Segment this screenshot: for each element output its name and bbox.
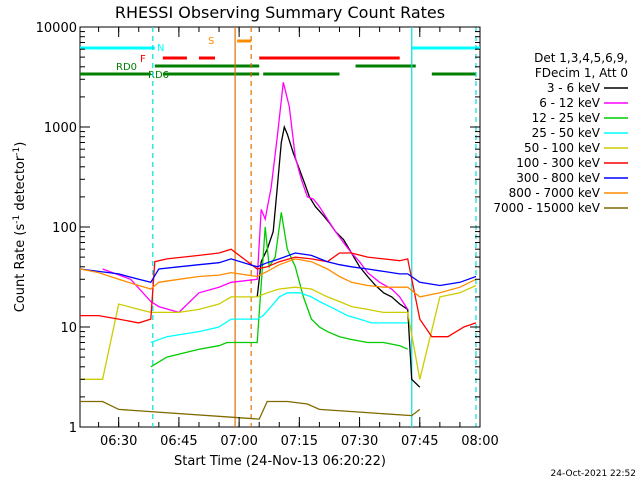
y-axis-label-main: Count Rate (s: [13, 224, 28, 313]
flag-label-s: S: [208, 36, 214, 47]
legend-item-label: 7000 - 15000 keV: [493, 201, 600, 215]
series-line: [102, 82, 409, 314]
legend-header-1: Det 1,3,4,5,6,9,: [534, 51, 628, 65]
y-axis-label-exp: -1: [12, 215, 22, 224]
vlines-layer: [152, 27, 477, 427]
series-line: [150, 292, 408, 344]
legend-item-label: 3 - 6 keV: [547, 81, 601, 95]
chart-title: RHESSI Observing Summary Count Rates: [115, 3, 445, 22]
y-axis-label-close: ): [13, 142, 28, 147]
x-axis: 06:30 06:45 07:00 07:15 07:30 07:45 08:00: [98, 27, 499, 449]
y-tick-label: 10000: [36, 21, 77, 36]
flag-label-n: N: [157, 43, 164, 54]
series-layer: [79, 82, 477, 420]
y-tick-label: 100: [52, 221, 77, 236]
y-axis: 1 10 100 1000 10000: [36, 21, 480, 436]
x-tick-label: 07:45: [401, 434, 438, 449]
y-axis-label: Count Rate (s-1 detector-1): [12, 142, 28, 313]
series-line: [80, 284, 477, 380]
legend-item-label: 12 - 25 keV: [532, 111, 601, 125]
flag-label-rd6: RD6: [148, 70, 169, 81]
flag-label-rd0: RD0: [116, 62, 137, 73]
x-axis-label: Start Time (24-Nov-13 06:20:22): [174, 454, 386, 469]
legend-header-2: FDecim 1, Att 0: [535, 66, 628, 80]
legend-item-label: 800 - 7000 keV: [509, 186, 601, 200]
y-tick-label: 1: [69, 421, 77, 436]
flag-label-f: F: [140, 54, 146, 65]
series-line: [256, 124, 421, 388]
series-line: [79, 252, 477, 287]
series-line: [79, 258, 477, 298]
legend-item-label: 300 - 800 keV: [516, 171, 600, 185]
series-line: [80, 400, 421, 420]
series-line: [80, 248, 477, 338]
x-tick-label: 06:30: [100, 434, 137, 449]
footer-date: 24-Oct-2021 22:52: [551, 469, 636, 479]
legend-item-label: 6 - 12 keV: [539, 96, 601, 110]
plot-area: NF S RD0 RD6: [79, 26, 481, 428]
x-tick-label: 06:45: [160, 434, 197, 449]
x-tick-label: 07:15: [281, 434, 318, 449]
legend-item-label: 100 - 300 keV: [516, 156, 600, 170]
y-tick-label: 10: [60, 321, 77, 336]
y-axis-label-rest: detector: [13, 155, 28, 215]
x-tick-label: 08:00: [461, 434, 498, 449]
y-tick-label: 1000: [44, 121, 77, 136]
x-tick-label: 07:30: [341, 434, 378, 449]
plot-frame: [79, 26, 481, 428]
flags-layer: NF S RD0 RD6: [80, 36, 480, 81]
x-tick-label: 07:00: [220, 434, 257, 449]
y-axis-label-exp2: -1: [12, 147, 22, 156]
legend-item-label: 25 - 50 keV: [532, 126, 601, 140]
legend-item-label: 50 - 100 keV: [524, 141, 601, 155]
legend: Det 1,3,4,5,6,9, FDecim 1, Att 0 3 - 6 k…: [493, 51, 628, 215]
